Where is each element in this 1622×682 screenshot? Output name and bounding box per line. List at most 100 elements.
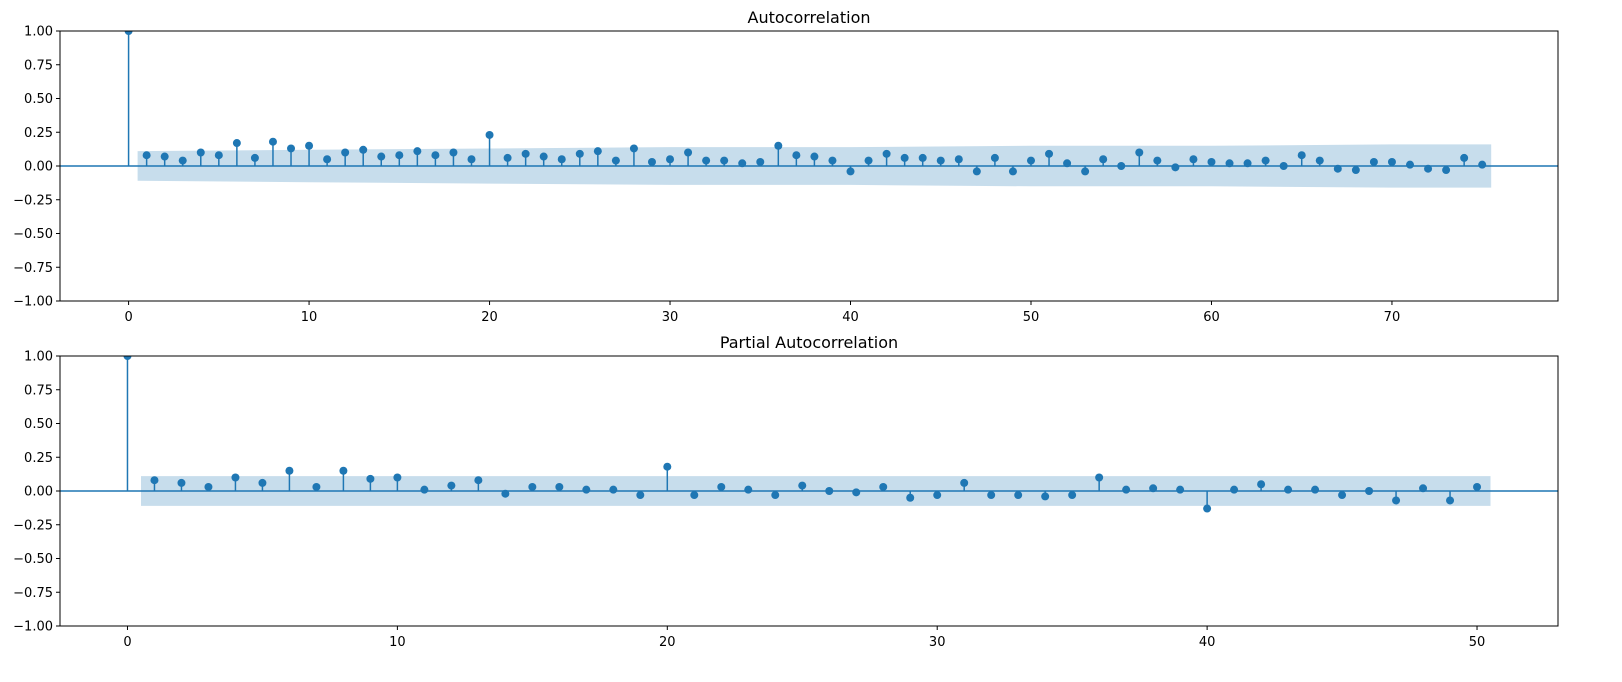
y-tick-label: −0.25 <box>13 193 53 208</box>
y-tick-label: 0.75 <box>24 58 53 73</box>
stem-marker <box>702 156 711 165</box>
chart-title: Partial Autocorrelation <box>720 333 898 352</box>
y-tick-label: 0.25 <box>24 126 53 141</box>
stem-marker <box>936 156 945 165</box>
stem-marker <box>1257 480 1266 489</box>
stem-marker <box>250 153 259 162</box>
y-tick-label: 1.00 <box>24 25 53 40</box>
stem-marker <box>1460 153 1469 162</box>
stem-marker <box>1225 159 1234 168</box>
x-tick-label: 0 <box>124 310 132 325</box>
stem-marker <box>420 485 429 494</box>
stem-marker <box>972 167 981 176</box>
stem-marker <box>744 485 753 494</box>
stem-marker <box>1189 155 1198 164</box>
stem-marker <box>1279 162 1288 170</box>
stem-marker <box>1026 156 1035 165</box>
stem-marker <box>1149 484 1158 493</box>
stem-marker <box>124 31 133 35</box>
y-tick-label: −0.25 <box>13 518 53 533</box>
stem-marker <box>305 141 314 150</box>
stem-marker <box>666 155 675 164</box>
stem-marker <box>1446 496 1455 505</box>
stem-marker <box>1081 167 1090 176</box>
stem-marker <box>204 482 213 491</box>
stem-marker <box>954 155 963 164</box>
stem-marker <box>1153 156 1162 165</box>
y-tick-label: −0.75 <box>13 586 53 601</box>
stem-marker <box>1203 504 1212 513</box>
stem-marker <box>474 476 483 485</box>
stem-marker <box>882 149 891 158</box>
stem-marker <box>756 157 765 166</box>
stem-marker <box>359 145 368 154</box>
stem-marker <box>663 462 672 471</box>
stem-marker <box>717 482 726 491</box>
stem-marker <box>990 153 999 162</box>
stem-marker <box>1419 484 1428 493</box>
stem-marker <box>774 141 783 150</box>
y-tick-label: −1.00 <box>13 620 53 635</box>
stem-marker <box>1315 156 1324 165</box>
x-tick-label: 20 <box>481 310 498 325</box>
stem-marker <box>1171 163 1180 172</box>
stem-marker <box>1311 485 1320 494</box>
y-tick-label: 1.00 <box>24 350 53 365</box>
plot-area <box>60 31 1558 176</box>
stem-marker <box>413 147 422 156</box>
stem-marker <box>1117 162 1126 170</box>
stem-marker <box>933 491 942 500</box>
stem-marker <box>539 152 548 161</box>
stem-marker <box>395 151 404 160</box>
stem-marker <box>1338 491 1347 500</box>
stem-marker <box>879 482 888 491</box>
stem-marker <box>1365 487 1374 495</box>
y-tick-label: 0.75 <box>24 383 53 398</box>
stem-marker <box>1095 473 1104 482</box>
stem-marker <box>1392 496 1401 505</box>
stem-marker <box>521 149 530 158</box>
stem-marker <box>1230 485 1239 494</box>
x-tick-label: 30 <box>662 310 679 325</box>
stem-marker <box>323 155 332 164</box>
x-tick-label: 10 <box>389 635 406 650</box>
stem-marker <box>160 152 169 161</box>
stem-marker <box>1406 160 1415 169</box>
stem-marker <box>177 478 186 487</box>
stem-marker <box>366 474 375 483</box>
stem-marker <box>906 493 915 502</box>
stem-marker <box>393 473 402 482</box>
stem-marker <box>798 481 807 490</box>
stem-marker <box>1045 149 1054 158</box>
stem-marker <box>960 478 969 487</box>
stem-marker <box>232 139 241 148</box>
stem-marker <box>846 167 855 176</box>
y-tick-label: 0.00 <box>24 485 53 500</box>
stem-marker <box>738 159 747 168</box>
x-tick-label: 60 <box>1203 310 1220 325</box>
stem-marker <box>1478 160 1487 169</box>
stem-marker <box>1387 157 1396 166</box>
y-tick-label: −0.50 <box>13 552 53 567</box>
stem-marker <box>792 151 801 160</box>
stem-marker <box>341 148 350 157</box>
stem-marker <box>449 148 458 157</box>
stem-marker <box>557 155 566 164</box>
y-tick-label: 0.00 <box>24 160 53 175</box>
stem-marker <box>852 488 861 497</box>
stem-marker <box>142 151 151 160</box>
plot-area <box>60 356 1558 513</box>
stem-marker <box>268 137 277 146</box>
partial-autocorrelation-panel: Partial Autocorrelation 1.00 0.75 0.50 0.25… <box>13 333 1559 650</box>
stem-marker <box>214 151 223 160</box>
autocorrelation-panel: Autocorrelation 1.00 0.75 0.50 0.25 0.00 −0.2… <box>13 8 1559 325</box>
stem-marker <box>690 491 699 500</box>
y-tick-label: −1.00 <box>13 295 53 310</box>
x-tick-label: 70 <box>1384 310 1401 325</box>
stem-marker <box>611 156 620 165</box>
stem-marker <box>501 489 510 498</box>
stem-marker <box>828 156 837 165</box>
stem-marker <box>1297 151 1306 160</box>
x-tick-label: 40 <box>1199 635 1216 650</box>
